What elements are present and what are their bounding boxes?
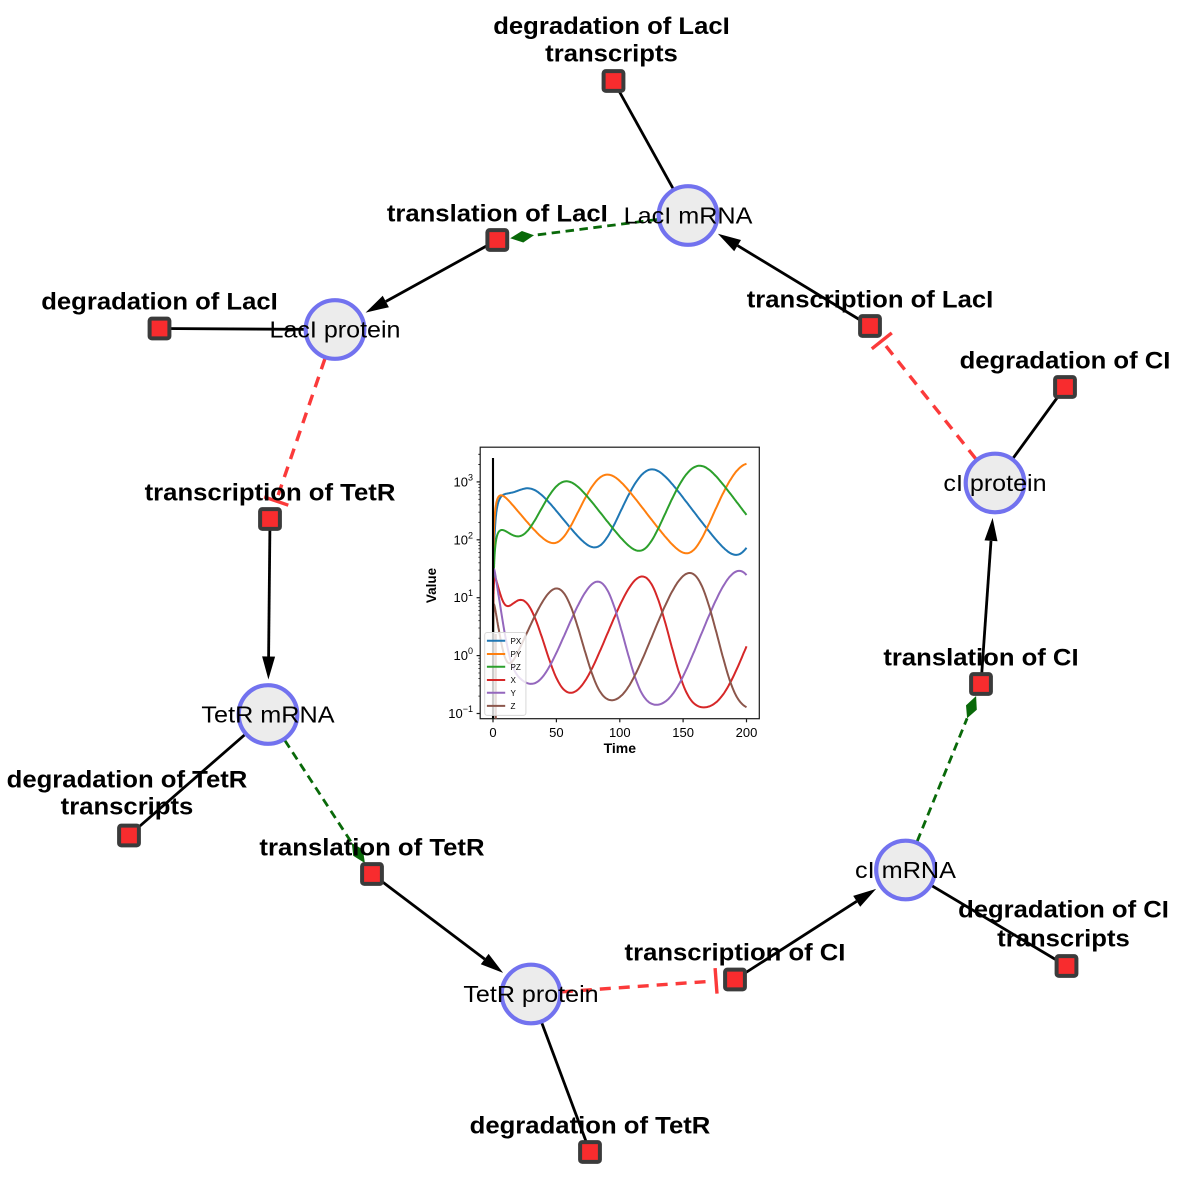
svg-text:transcription of LacI: transcription of LacI <box>747 287 994 314</box>
svg-text:PZ: PZ <box>511 663 521 672</box>
svg-text:degradation of LacI: degradation of LacI <box>41 289 278 316</box>
svg-text:TetR protein: TetR protein <box>463 981 598 1007</box>
svg-text:cI mRNA: cI mRNA <box>855 857 957 883</box>
svg-text:translation of TetR: translation of TetR <box>259 835 484 862</box>
svg-text:transcription of TetR: transcription of TetR <box>145 480 396 507</box>
svg-text:Y: Y <box>511 689 517 698</box>
svg-text:degradation of CI: degradation of CI <box>958 897 1169 924</box>
svg-text:Z: Z <box>511 702 516 711</box>
svg-text:degradation of LacI: degradation of LacI <box>493 13 730 40</box>
svg-text:50: 50 <box>549 725 563 740</box>
svg-text:200: 200 <box>736 725 758 740</box>
svg-text:transcripts: transcripts <box>997 926 1130 953</box>
svg-text:degradation of TetR: degradation of TetR <box>7 767 248 794</box>
svg-text:Value: Value <box>424 567 439 603</box>
svg-text:degradation of TetR: degradation of TetR <box>470 1113 711 1140</box>
svg-text:PX: PX <box>511 637 522 646</box>
svg-text:transcripts: transcripts <box>61 794 194 821</box>
svg-text:transcripts: transcripts <box>545 41 678 68</box>
svg-text:Time: Time <box>604 740 637 756</box>
svg-text:0: 0 <box>489 725 496 740</box>
svg-text:TetR mRNA: TetR mRNA <box>201 702 335 728</box>
svg-text:degradation of CI: degradation of CI <box>960 348 1171 375</box>
svg-text:transcription of CI: transcription of CI <box>625 940 846 967</box>
svg-text:100: 100 <box>609 725 631 740</box>
svg-text:X: X <box>511 676 517 685</box>
svg-text:LacI protein: LacI protein <box>270 317 401 343</box>
svg-text:translation of LacI: translation of LacI <box>387 201 608 228</box>
svg-text:150: 150 <box>672 725 694 740</box>
svg-text:translation of CI: translation of CI <box>883 645 1078 672</box>
svg-text:cI protein: cI protein <box>943 470 1046 496</box>
svg-text:PY: PY <box>511 650 522 659</box>
svg-text:LacI mRNA: LacI mRNA <box>624 203 754 229</box>
